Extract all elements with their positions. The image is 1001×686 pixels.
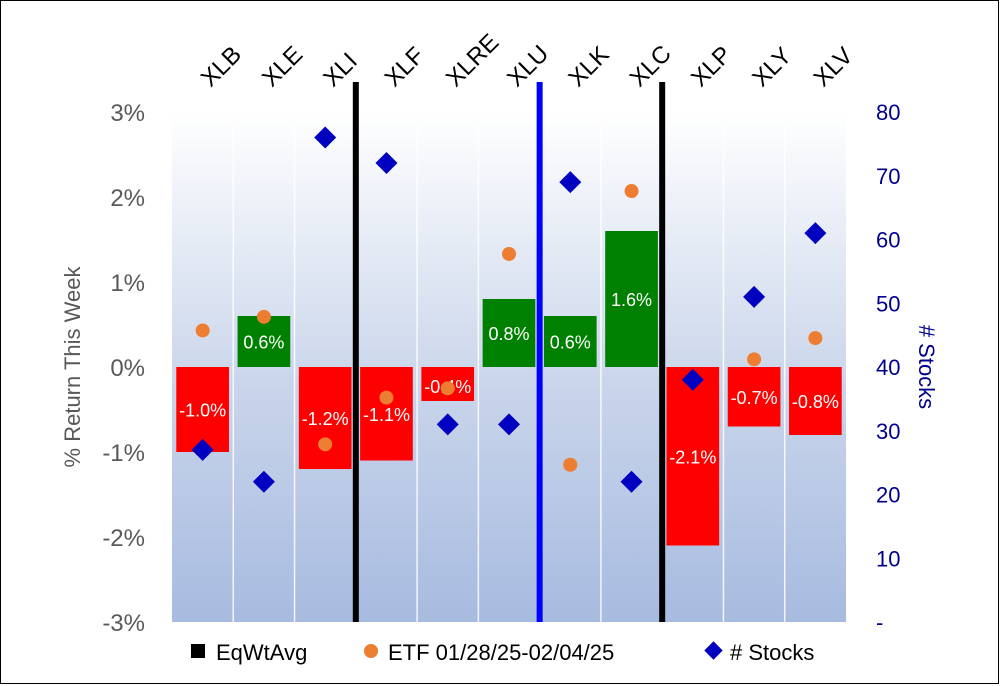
- bars: [176, 231, 842, 546]
- etf-marker-xlf: [379, 390, 394, 405]
- etf-marker-xlc: [624, 184, 639, 199]
- bar-xle: [237, 316, 291, 367]
- legend-swatch-etf: [364, 644, 378, 658]
- y2-tick-label: 70: [876, 164, 900, 189]
- stocks-marker-xlre: [436, 413, 459, 436]
- category-label-xle: XLE: [257, 41, 308, 92]
- stocks-marker-xle: [252, 470, 275, 493]
- y-axis-ticks: 3% 2% 1% 0% -1% -2% -3%: [102, 100, 145, 637]
- etf-marker-xle: [256, 309, 271, 324]
- etf-marker-xlu: [502, 246, 516, 261]
- bar-label-xlv: -0.8%: [792, 392, 839, 412]
- legend-label-eqwtavg: EqWtAvg: [216, 640, 307, 665]
- bar-xli: [298, 367, 352, 469]
- bar-xlc: [605, 231, 658, 367]
- etf-marker-xly: [747, 352, 762, 367]
- y-tick-label: -3%: [102, 610, 145, 637]
- y2-tick-label: 80: [876, 100, 900, 125]
- etf-marker-xlv: [808, 331, 823, 346]
- etf-marker-xlre: [440, 381, 455, 396]
- y-axis-title: % Return This Week: [60, 266, 85, 468]
- y2-tick-label: -: [876, 610, 883, 635]
- bar-xlv: [789, 367, 842, 435]
- bar-label-xlu: 0.8%: [488, 324, 529, 344]
- category-label-xlb: XLB: [196, 41, 247, 92]
- bar-label-xlp: -2.1%: [669, 447, 716, 467]
- y2-axis-title: # Stocks: [914, 325, 939, 409]
- category-label-xlu: XLU: [502, 40, 554, 92]
- bar-xlp: [666, 367, 720, 546]
- bar-xly: [727, 367, 781, 427]
- stocks-marker-xlb: [191, 438, 214, 461]
- bar-xlk: [543, 316, 597, 367]
- category-label-xlc: XLC: [625, 40, 677, 92]
- y-tick-label: -1%: [102, 440, 145, 467]
- legend-swatch-eqwtavg: [191, 644, 205, 658]
- legend-label-stocks: # Stocks: [730, 640, 814, 665]
- etf-marker-xlk: [563, 457, 578, 472]
- stocks-marker-xlc: [620, 470, 643, 493]
- bar-label-xlk: 0.6%: [550, 333, 591, 353]
- stocks-marker-xlp: [681, 368, 704, 391]
- bar-label-xlf: -1.1%: [363, 405, 410, 425]
- category-label-xlv: XLV: [809, 42, 859, 92]
- category-label-xlk: XLK: [563, 41, 614, 92]
- bar-xlb: [176, 367, 229, 452]
- category-label-xlp: XLP: [686, 41, 737, 92]
- legend-label-etf: ETF 01/28/25-02/04/25: [388, 640, 614, 665]
- stocks-marker-xlk: [559, 171, 582, 194]
- bar-label-xlb: -1.0%: [179, 401, 226, 421]
- bar-xlf: [360, 367, 413, 461]
- stocks-marker-xlu: [498, 413, 520, 436]
- category-label-xly: XLY: [747, 42, 797, 92]
- category-label-xlre: XLRE: [441, 29, 504, 92]
- legend: EqWtAvg ETF 01/28/25-02/04/25 # Stocks: [191, 640, 814, 665]
- bar-label-xly: -0.7%: [731, 388, 778, 408]
- y-tick-label: 3%: [110, 100, 145, 127]
- y-tick-label: 2%: [110, 185, 145, 212]
- category-label-xlf: XLF: [380, 42, 430, 92]
- stocks-marker-xli: [314, 126, 337, 149]
- legend-swatch-stocks: [704, 641, 723, 660]
- dividers: [352, 82, 666, 622]
- stocks-marker-xlv: [804, 222, 827, 245]
- stocks-marker-xlf: [375, 152, 398, 174]
- bar-labels: -1.0%0.6%-1.2%-1.1%-0.4%0.8%0.6%1.6%-2.1…: [179, 290, 839, 467]
- stock-markers: [191, 126, 827, 493]
- y-tick-label: -2%: [102, 525, 145, 552]
- etf-marker-xli: [318, 437, 333, 452]
- bar-label-xle: 0.6%: [243, 333, 284, 353]
- y2-tick-label: 20: [876, 483, 900, 508]
- y2-tick-label: 60: [876, 228, 900, 253]
- y2-tick-label: 30: [876, 419, 900, 444]
- y2-tick-label: 50: [876, 291, 900, 316]
- bar-label-xli: -1.2%: [302, 409, 349, 429]
- bar-label-xlc: 1.6%: [611, 290, 652, 310]
- y-tick-label: 0%: [110, 355, 145, 382]
- y2-tick-label: 40: [876, 355, 900, 380]
- bar-xlu: [482, 299, 536, 367]
- y-tick-label: 1%: [110, 270, 145, 297]
- y2-tick-label: 10: [876, 546, 900, 571]
- stocks-marker-xly: [743, 285, 766, 308]
- etf-marker-xlb: [195, 323, 210, 338]
- y2-axis-ticks: 80 70 60 50 40 30 20 10 -: [876, 100, 900, 635]
